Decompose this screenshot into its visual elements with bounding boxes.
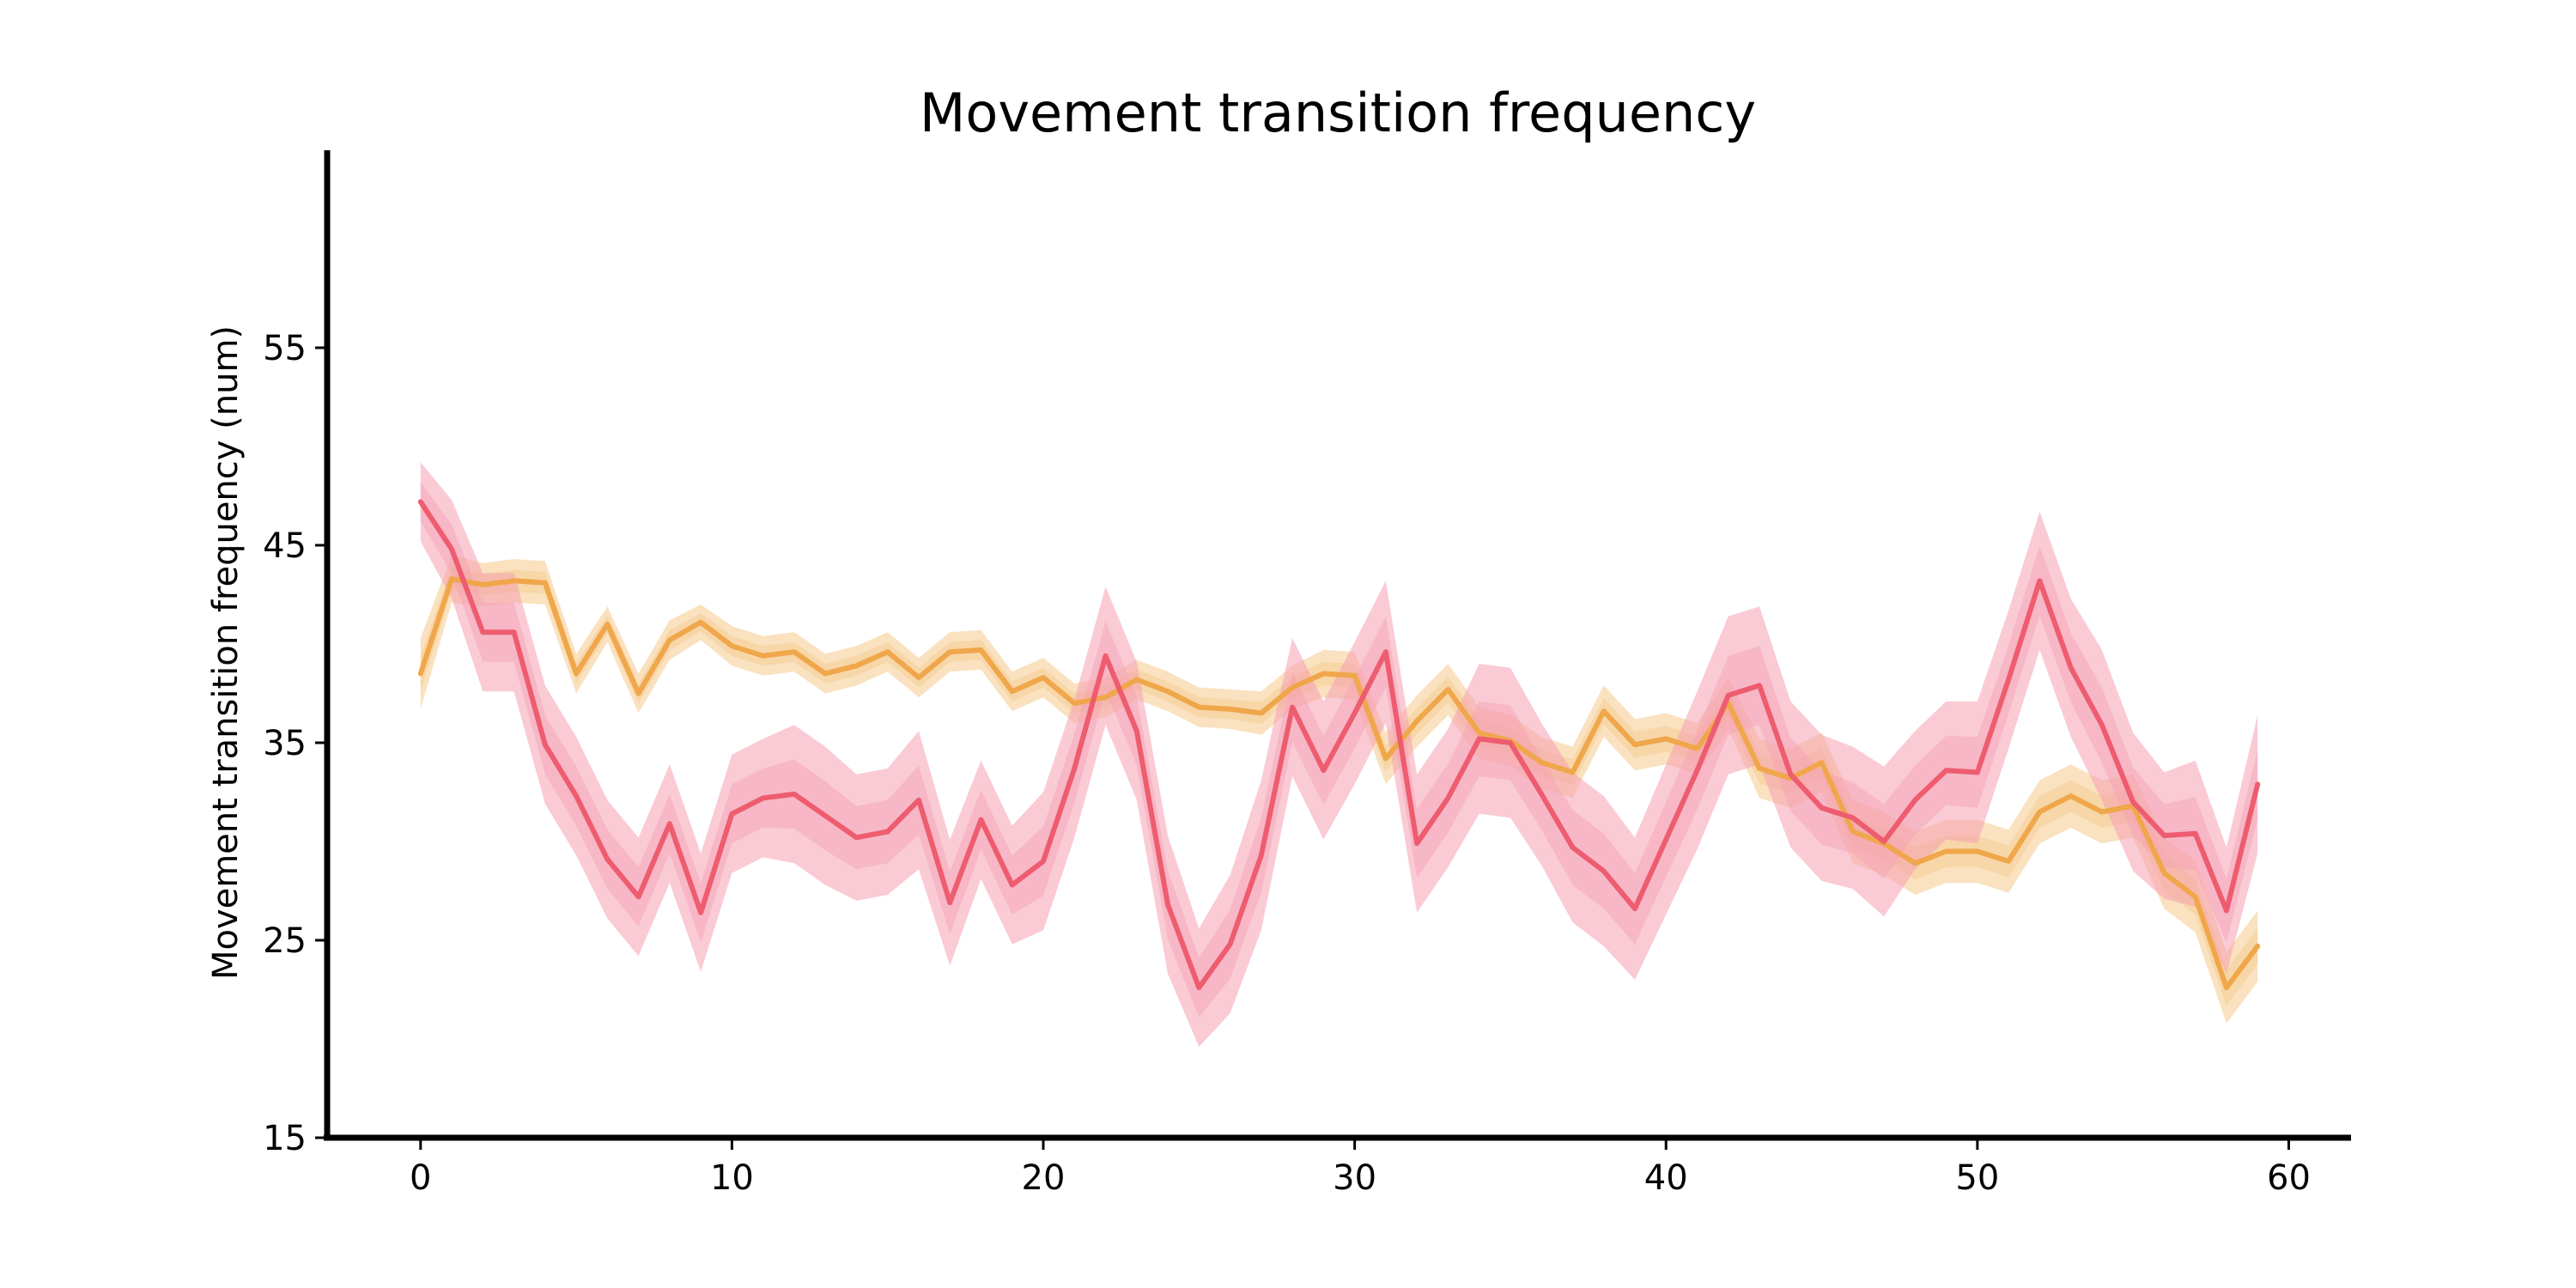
series-1-band bbox=[420, 555, 2258, 1024]
x-tick-label: 20 bbox=[1022, 1158, 1066, 1198]
x-tick-label: 60 bbox=[2267, 1158, 2311, 1198]
x-tick-label: 30 bbox=[1333, 1158, 1376, 1198]
y-tick-label: 15 bbox=[263, 1119, 307, 1158]
y-axis-ticks: 15 25 35 45 55 bbox=[263, 329, 327, 1158]
series-2-inner-band bbox=[420, 482, 2258, 1018]
y-tick-label: 25 bbox=[263, 921, 307, 961]
x-tick-label: 10 bbox=[710, 1158, 754, 1198]
y-axis-label: Movement transition frequency (num) bbox=[206, 325, 246, 980]
series-2-band bbox=[420, 462, 2258, 1048]
series-lines bbox=[417, 499, 2261, 991]
series-2-line bbox=[417, 499, 2261, 991]
x-tick-label: 0 bbox=[410, 1158, 431, 1198]
y-tick-label: 35 bbox=[263, 724, 307, 763]
x-tick-label: 40 bbox=[1644, 1158, 1688, 1198]
confidence-bands bbox=[420, 462, 2258, 1048]
y-tick-label: 55 bbox=[263, 329, 307, 368]
y-tick-label: 45 bbox=[263, 526, 307, 566]
x-axis-ticks: 0 10 20 30 40 50 60 bbox=[410, 1138, 2311, 1198]
chart-title: Movement transition frequency bbox=[920, 82, 1756, 144]
x-tick-label: 50 bbox=[1955, 1158, 1999, 1198]
series-1-line bbox=[417, 576, 2261, 991]
